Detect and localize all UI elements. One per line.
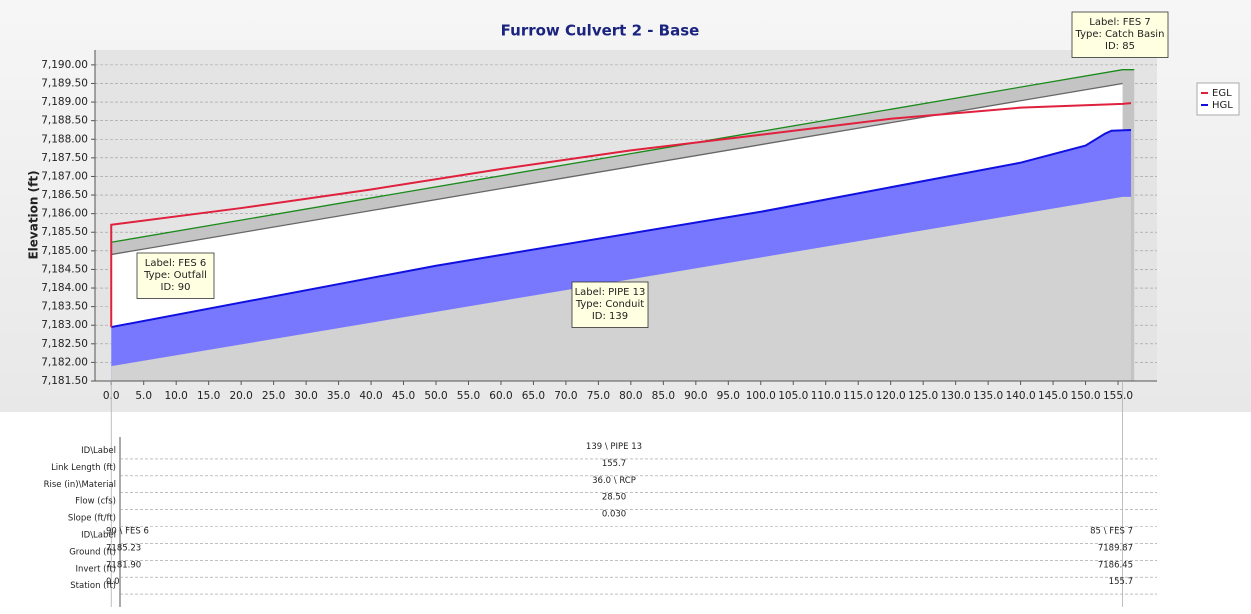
x-tick-label: 20.0 bbox=[229, 390, 252, 402]
x-tick-label: 10.0 bbox=[164, 390, 187, 402]
table-cell: 36.0 \ RCP bbox=[592, 476, 636, 486]
y-tick-label: 7,183.50 bbox=[41, 301, 88, 313]
annotation-text: ID: 90 bbox=[161, 282, 191, 293]
y-tick-label: 7,186.00 bbox=[41, 208, 88, 220]
series-line bbox=[111, 69, 1135, 243]
x-tick-label: 95.0 bbox=[717, 390, 740, 402]
x-tick-label: 25.0 bbox=[262, 390, 285, 402]
annotation-text: Label: PIPE 13 bbox=[575, 287, 646, 298]
y-axis-label: Elevation (ft) bbox=[27, 170, 41, 259]
table-row-label: Flow (cfs) bbox=[75, 497, 116, 507]
x-tick-label: 150.0 bbox=[1071, 390, 1101, 402]
y-tick-label: 7,185.50 bbox=[41, 226, 88, 238]
x-tick-label: 110.0 bbox=[811, 390, 841, 402]
table-cell: 139 \ PIPE 13 bbox=[586, 442, 642, 452]
x-tick-label: 130.0 bbox=[941, 390, 971, 402]
x-tick-label: 125.0 bbox=[908, 390, 938, 402]
y-tick-label: 7,186.50 bbox=[41, 189, 88, 201]
annotation-box bbox=[571, 281, 649, 328]
table-row-label: ID\Label bbox=[81, 446, 116, 456]
y-tick-label: 7,189.00 bbox=[41, 96, 88, 108]
y-tick-label: 7,190.00 bbox=[41, 59, 88, 71]
y-tick-label: 7,188.50 bbox=[41, 115, 88, 127]
x-tick-label: 45.0 bbox=[392, 390, 415, 402]
table-background bbox=[0, 412, 1251, 614]
x-tick-label: 105.0 bbox=[778, 390, 808, 402]
legend-label: EGL bbox=[1212, 88, 1232, 99]
y-tick-label: 7,185.00 bbox=[41, 245, 88, 257]
annotation-box bbox=[1071, 11, 1169, 58]
x-tick-label: 155.0 bbox=[1103, 390, 1133, 402]
table-row-label: Invert (ft) bbox=[76, 564, 117, 574]
table-cell: 155.7 bbox=[602, 459, 626, 469]
y-tick-label: 7,187.00 bbox=[41, 170, 88, 182]
x-tick-label: 85.0 bbox=[652, 390, 675, 402]
annotation-text: ID: 85 bbox=[1105, 41, 1135, 52]
y-tick-label: 7,189.50 bbox=[41, 77, 88, 89]
x-tick-label: 145.0 bbox=[1038, 390, 1068, 402]
table-cell: 85 \ FES 7 bbox=[1090, 526, 1133, 536]
x-tick-label: 75.0 bbox=[587, 390, 610, 402]
legend-box bbox=[1196, 82, 1240, 116]
table-row-label: Rise (in)\Material bbox=[44, 480, 116, 490]
table-cell: 28.50 bbox=[602, 493, 626, 503]
annotation-text: Label: FES 6 bbox=[145, 258, 206, 269]
table-cell: 0.0 bbox=[106, 577, 120, 587]
chart-title: Furrow Culvert 2 - Base bbox=[501, 22, 700, 40]
annotation-text: Label: FES 7 bbox=[1089, 17, 1150, 28]
x-tick-label: 70.0 bbox=[554, 390, 577, 402]
y-tick-label: 7,182.00 bbox=[41, 356, 88, 368]
table-row-label: Ground (ft) bbox=[69, 547, 116, 557]
y-tick-label: 7,183.00 bbox=[41, 319, 88, 331]
table-cell: 7186.45 bbox=[1098, 560, 1133, 570]
series-line bbox=[111, 82, 1123, 256]
y-tick-label: 7,188.00 bbox=[41, 133, 88, 145]
table-cell: 7181.90 bbox=[106, 560, 141, 570]
y-tick-label: 7,181.50 bbox=[41, 375, 88, 387]
annotation-text: Type: Outfall bbox=[143, 270, 207, 281]
x-tick-label: 90.0 bbox=[684, 390, 707, 402]
x-tick-label: 65.0 bbox=[522, 390, 545, 402]
table-row-label: Link Length (ft) bbox=[51, 463, 116, 473]
y-tick-label: 7,182.50 bbox=[41, 338, 88, 350]
x-tick-label: 80.0 bbox=[619, 390, 642, 402]
x-tick-label: 40.0 bbox=[359, 390, 382, 402]
x-tick-label: 15.0 bbox=[197, 390, 220, 402]
x-tick-label: 5.0 bbox=[135, 390, 152, 402]
x-tick-label: 60.0 bbox=[489, 390, 512, 402]
table-cell: 90 \ FES 6 bbox=[106, 526, 149, 536]
annotation-text: Type: Conduit bbox=[575, 299, 644, 310]
series-line bbox=[111, 128, 1132, 329]
x-tick-label: 30.0 bbox=[294, 390, 317, 402]
annotation-text: Type: Catch Basin bbox=[1075, 29, 1165, 40]
table-row-label: ID\Label bbox=[81, 530, 116, 540]
table-cell: 155.7 bbox=[1109, 577, 1133, 587]
x-tick-label: 35.0 bbox=[327, 390, 350, 402]
y-tick-label: 7,184.50 bbox=[41, 263, 88, 275]
x-tick-label: 115.0 bbox=[843, 390, 873, 402]
y-tick-label: 7,184.00 bbox=[41, 282, 88, 294]
x-tick-label: 50.0 bbox=[424, 390, 447, 402]
series-line bbox=[110, 102, 1132, 328]
x-tick-label: 100.0 bbox=[746, 390, 776, 402]
table-row-label: Slope (ft/ft) bbox=[68, 514, 116, 524]
x-tick-label: 140.0 bbox=[1006, 390, 1036, 402]
y-tick-label: 7,187.50 bbox=[41, 152, 88, 164]
annotation-box bbox=[136, 252, 215, 299]
table-row-label: Station (ft) bbox=[70, 581, 116, 591]
legend-label: HGL bbox=[1212, 100, 1233, 111]
x-tick-label: 55.0 bbox=[457, 390, 480, 402]
x-tick-label: 135.0 bbox=[973, 390, 1003, 402]
x-tick-label: 120.0 bbox=[876, 390, 906, 402]
annotation-text: ID: 139 bbox=[592, 311, 628, 322]
table-cell: 7185.23 bbox=[106, 543, 141, 553]
table-cell: 0.030 bbox=[602, 510, 626, 520]
table-cell: 7189.87 bbox=[1098, 543, 1133, 553]
